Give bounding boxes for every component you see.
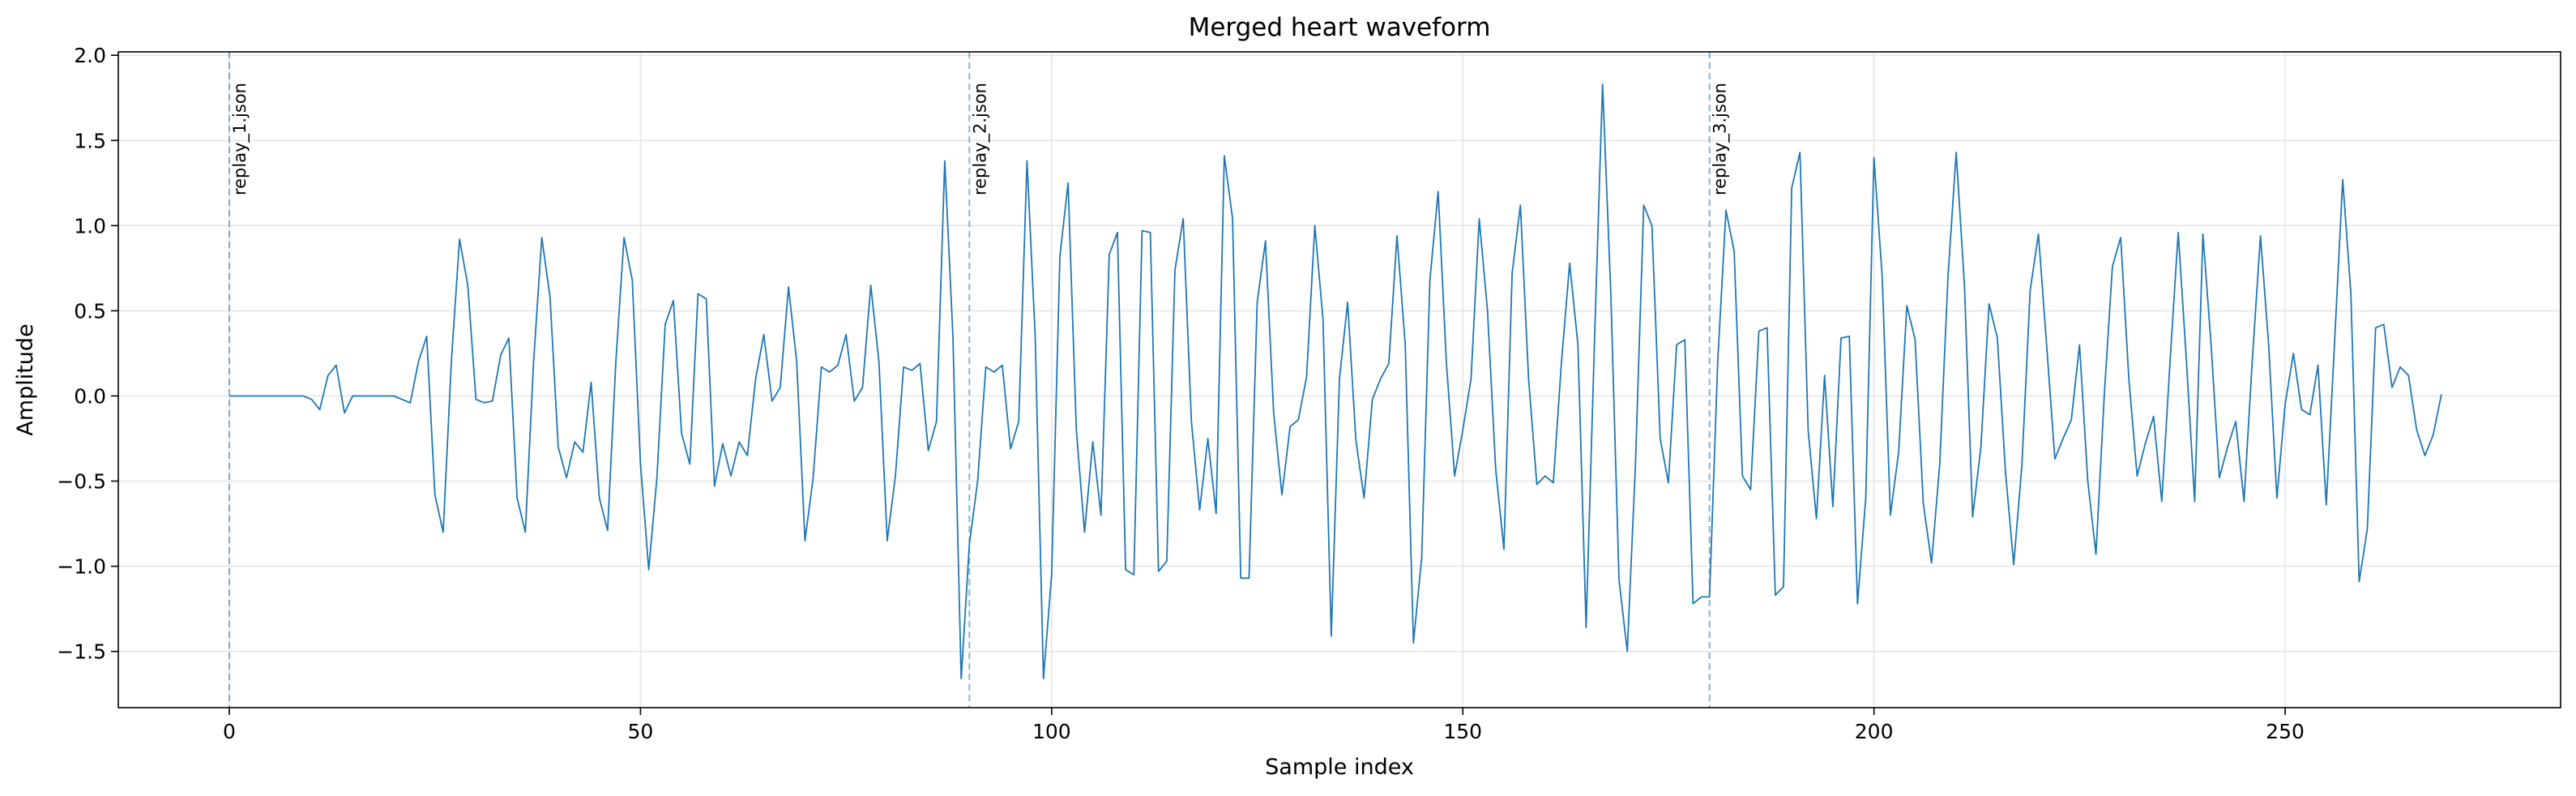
y-tick-label: 1.5: [74, 129, 106, 152]
file-marker-label: replay_1.json: [230, 83, 250, 195]
waveform-line: [229, 83, 2442, 680]
file-marker-label: replay_2.json: [970, 83, 990, 195]
x-tick-label: 200: [1855, 720, 1894, 743]
grid: [118, 52, 2561, 708]
plot-area: [229, 83, 2442, 680]
y-tick-label: −1.5: [57, 640, 106, 664]
x-tick-label: 0: [223, 720, 236, 743]
x-axis-label: Sample index: [1265, 755, 1414, 780]
x-tick-label: 50: [628, 720, 654, 743]
x-tick-label: 100: [1032, 720, 1071, 743]
y-tick-label: 0.5: [74, 299, 106, 323]
y-tick-label: −1.0: [57, 555, 106, 579]
chart-title: Merged heart waveform: [1189, 13, 1491, 42]
y-tick-label: −0.5: [57, 470, 106, 494]
file-markers: replay_1.json replay_2.json replay_3.json: [229, 52, 1731, 708]
y-axis-ticks: −1.5 −1.0 −0.5 0.0 0.5 1.0 1.5 2.0: [57, 44, 118, 664]
x-tick-label: 150: [1443, 720, 1482, 743]
x-tick-label: 250: [2266, 720, 2305, 743]
y-tick-label: 1.0: [74, 214, 106, 238]
file-marker-label: replay_3.json: [1711, 83, 1731, 195]
y-tick-label: 0.0: [74, 384, 106, 408]
y-tick-label: 2.0: [74, 44, 106, 67]
x-axis-ticks: 0 50 100 150 200 250: [223, 708, 2305, 743]
plot-frame: [117, 51, 2561, 708]
y-axis-label: Amplitude: [13, 323, 38, 435]
